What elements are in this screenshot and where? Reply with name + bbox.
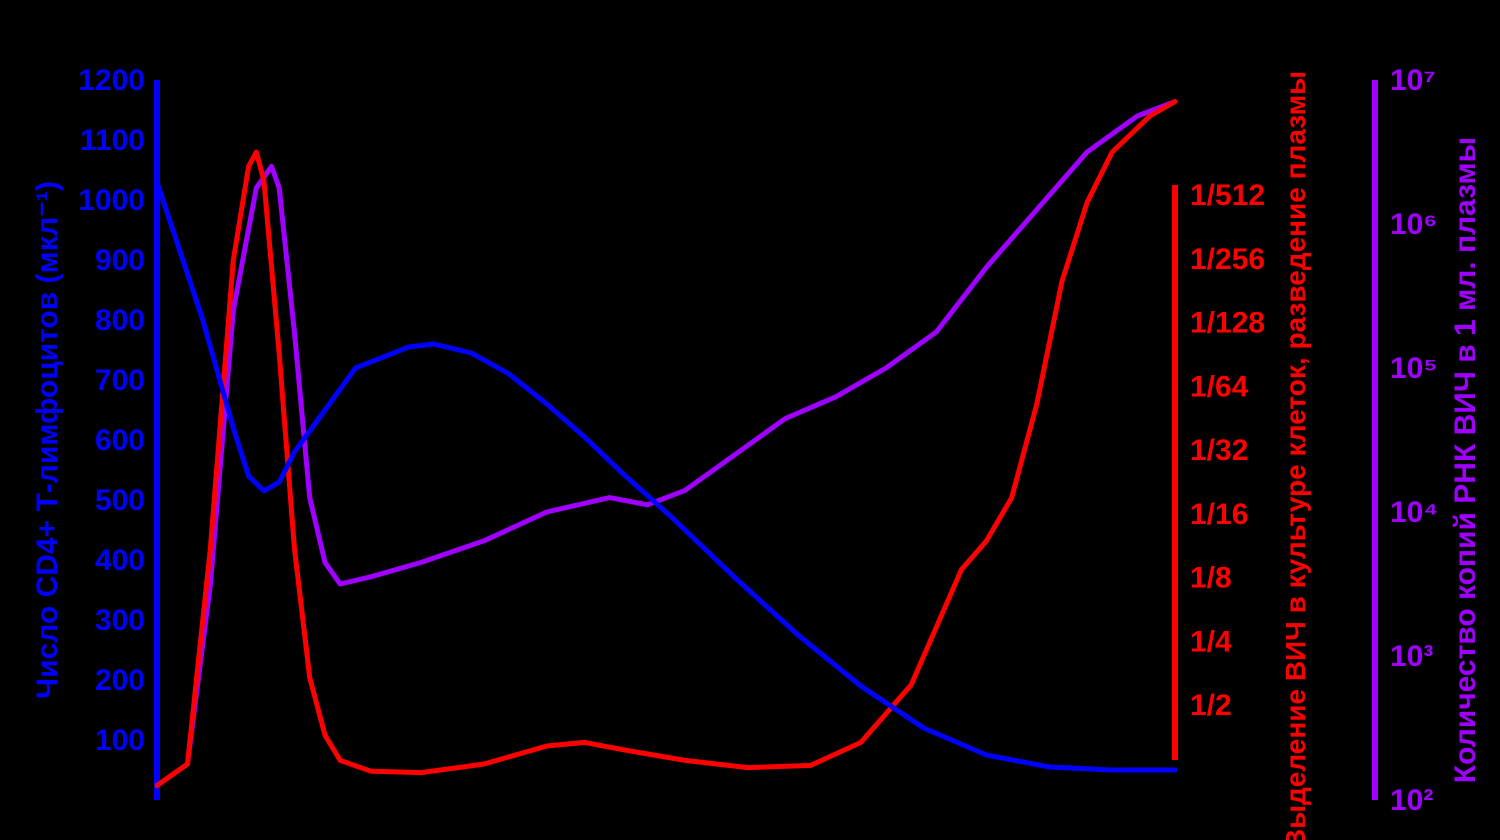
x-year-tick: 7 [883, 809, 900, 840]
right1-axis-label: Выделение ВИЧ в культуре клеток, разведе… [1280, 71, 1311, 840]
right1-tick-label: 1/128 [1190, 307, 1265, 340]
x-year-tick: 2 [529, 809, 546, 840]
left-tick-label: 200 [95, 664, 145, 697]
left-tick-label: 900 [95, 244, 145, 277]
right2-tick-label: 10⁶ [1390, 208, 1437, 241]
left-tick-label: 100 [95, 724, 145, 757]
left-tick-label: 500 [95, 484, 145, 517]
axis-break-mark [381, 780, 389, 820]
x-year-tick: 5 [742, 809, 759, 840]
x-week-tick: 9 [286, 809, 303, 840]
x-year-tick: 4 [671, 809, 688, 840]
left-tick-label: 300 [95, 604, 145, 637]
left-tick-label: 1000 [78, 184, 145, 217]
left-tick-label: 1200 [78, 64, 145, 97]
right1-tick-label: 1/8 [1190, 562, 1232, 595]
x-year-tick: 11 [1159, 809, 1191, 840]
axis-break-mark [393, 780, 401, 820]
left-tick-label: 800 [95, 304, 145, 337]
x-year-tick: 8 [954, 809, 971, 840]
right2-tick-label: 10² [1390, 784, 1433, 817]
right1-tick-label: 1/64 [1190, 370, 1249, 403]
right1-tick-label: 1/512 [1190, 179, 1265, 212]
right2-axis-label: Количество копий РНК ВИЧ в 1 мл. плазмы [1449, 137, 1482, 783]
x-week-tick: 3 [194, 809, 211, 840]
right1-tick-label: 1/256 [1190, 243, 1265, 276]
right2-tick-label: 10⁴ [1390, 496, 1438, 529]
right1-tick-label: 1/32 [1190, 434, 1248, 467]
x-year-tick: 10 [1087, 809, 1120, 840]
right2-tick-label: 10³ [1390, 640, 1433, 673]
left-tick-label: 1100 [80, 124, 145, 157]
left-axis-label: Число CD4+ Т-лимфоцитов (мкл⁻¹) [31, 181, 64, 699]
x-week-tick: 12 [324, 809, 357, 840]
x-week-tick: 0 [149, 809, 166, 840]
x-year-tick: 1 [459, 809, 476, 840]
left-tick-label: 600 [95, 424, 145, 457]
right2-tick-label: 10⁵ [1390, 352, 1437, 385]
x-year-tick: 9 [1025, 809, 1042, 840]
left-tick-label: 700 [95, 364, 145, 397]
right1-tick-label: 1/2 [1190, 689, 1232, 722]
left-tick-label: 400 [95, 544, 145, 577]
right2-tick-label: 10⁷ [1390, 64, 1436, 97]
series-hiv-red [157, 102, 1175, 786]
x-week-tick: 6 [240, 809, 257, 840]
x-year-tick: 3 [600, 809, 617, 840]
right1-tick-label: 1/4 [1190, 625, 1232, 658]
right1-tick-label: 1/16 [1190, 498, 1248, 531]
x-year-tick: 6 [813, 809, 830, 840]
